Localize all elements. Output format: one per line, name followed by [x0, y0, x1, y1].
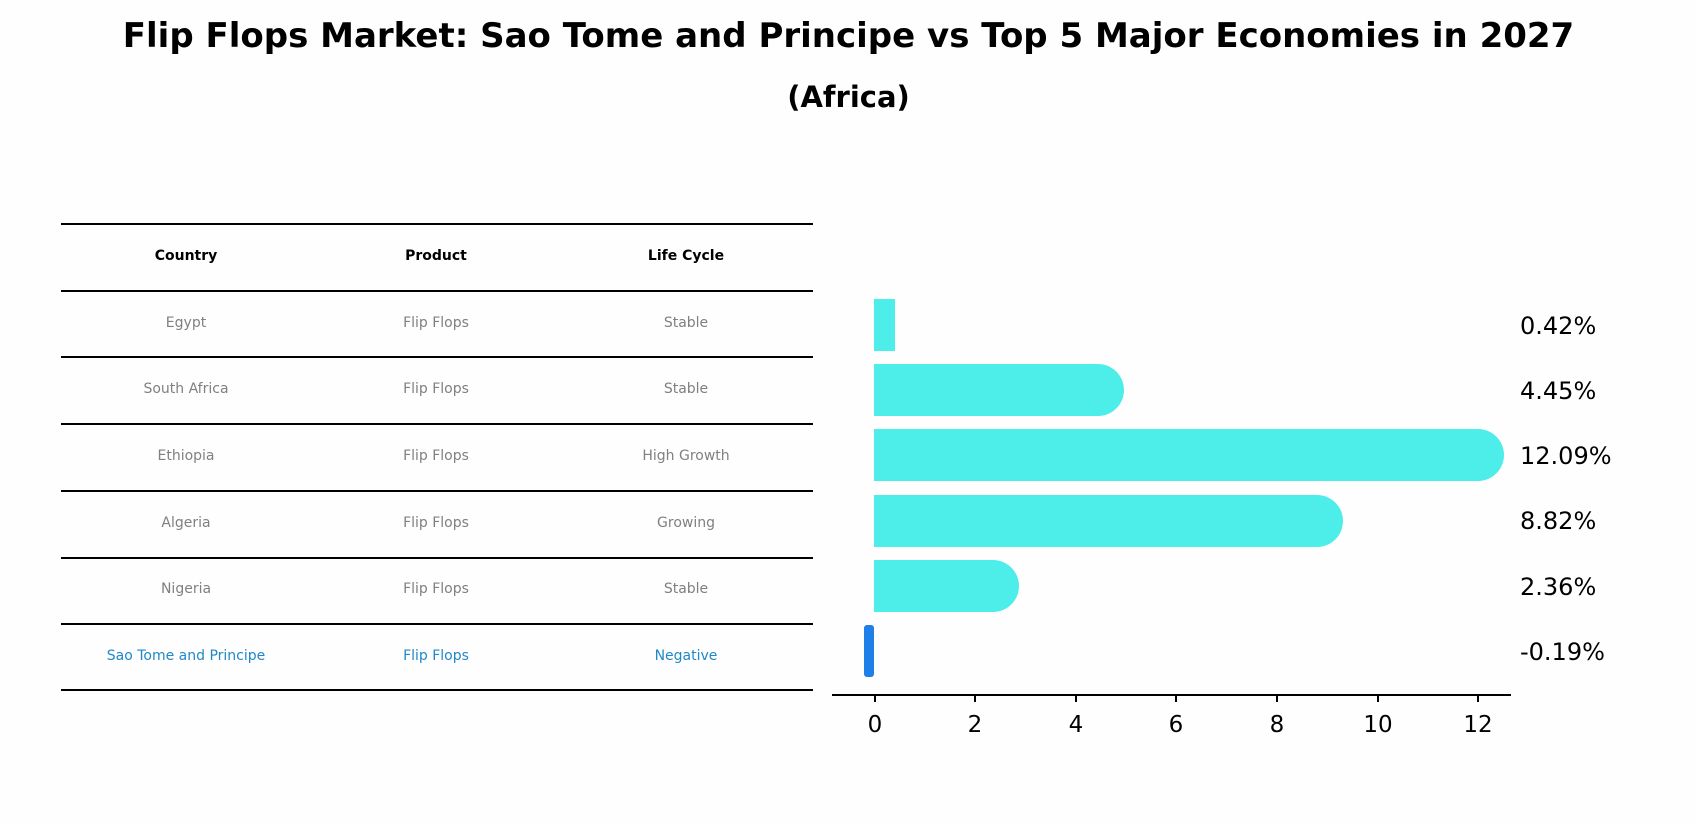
table-cell-country: South Africa	[143, 381, 229, 397]
table-cell-country: Algeria	[161, 515, 211, 531]
column-header-country: Country	[154, 248, 218, 264]
table-cell-life-cycle: Stable	[663, 581, 709, 597]
table-cell-product-highlight: Flip Flops	[403, 648, 469, 664]
x-tick	[974, 696, 976, 702]
table-cell-life-cycle: Stable	[663, 315, 709, 331]
table-cell-life-cycle: Stable	[663, 381, 709, 397]
table-cell-country: Ethiopia	[157, 448, 215, 464]
value-label: 0.42%	[1520, 312, 1597, 340]
table-rule	[61, 223, 813, 225]
x-tick-label: 8	[1269, 712, 1285, 738]
table-rule	[61, 423, 813, 425]
value-label: 2.36%	[1520, 573, 1597, 601]
bar-algeria	[874, 495, 1343, 547]
column-header-product: Product	[405, 248, 467, 264]
x-tick-label: 12	[1463, 712, 1493, 738]
x-tick-label: 6	[1168, 712, 1184, 738]
bar-ethiopia	[874, 429, 1504, 481]
value-label: 4.45%	[1520, 377, 1597, 405]
bar-nigeria	[874, 560, 1019, 612]
table-cell-life-cycle: Growing	[657, 515, 715, 531]
chart-title: Flip Flops Market: Sao Tome and Principe…	[122, 16, 1575, 56]
bar-egypt	[874, 299, 895, 351]
table-cell-product: Flip Flops	[403, 448, 469, 464]
table-cell-country: Egypt	[165, 315, 207, 331]
chart-subtitle: (Africa)	[787, 80, 910, 114]
table-cell-country: Nigeria	[160, 581, 212, 597]
x-tick	[1477, 696, 1479, 702]
x-tick	[1276, 696, 1278, 702]
table-rule	[61, 290, 813, 292]
table-rule	[61, 689, 813, 691]
table-rule	[61, 356, 813, 358]
x-tick-label: 2	[967, 712, 983, 738]
x-tick-label: 4	[1068, 712, 1084, 738]
value-label: -0.19%	[1520, 638, 1605, 666]
column-header-life-cycle: Life Cycle	[647, 248, 725, 264]
table-cell-product: Flip Flops	[403, 515, 469, 531]
x-tick	[1377, 696, 1379, 702]
table-rule	[61, 557, 813, 559]
x-tick	[1075, 696, 1077, 702]
table-cell-life-cycle: High Growth	[642, 448, 730, 464]
table-cell-product: Flip Flops	[403, 315, 469, 331]
x-axis	[832, 694, 1511, 696]
bar-sao-tome-and-principe	[864, 625, 874, 677]
x-tick	[1175, 696, 1177, 702]
table-cell-product: Flip Flops	[403, 581, 469, 597]
table-cell-product: Flip Flops	[403, 381, 469, 397]
table-rule	[61, 623, 813, 625]
table-rule	[61, 490, 813, 492]
bar-south-africa	[874, 364, 1124, 416]
value-label: 8.82%	[1520, 507, 1597, 535]
value-label: 12.09%	[1520, 442, 1612, 470]
x-tick	[874, 696, 876, 702]
table-cell-life-cycle-highlight: Negative	[654, 648, 718, 664]
x-tick-label: 0	[867, 712, 883, 738]
x-tick-label: 10	[1363, 712, 1393, 738]
table-cell-country-highlight: Sao Tome and Principe	[106, 648, 266, 664]
